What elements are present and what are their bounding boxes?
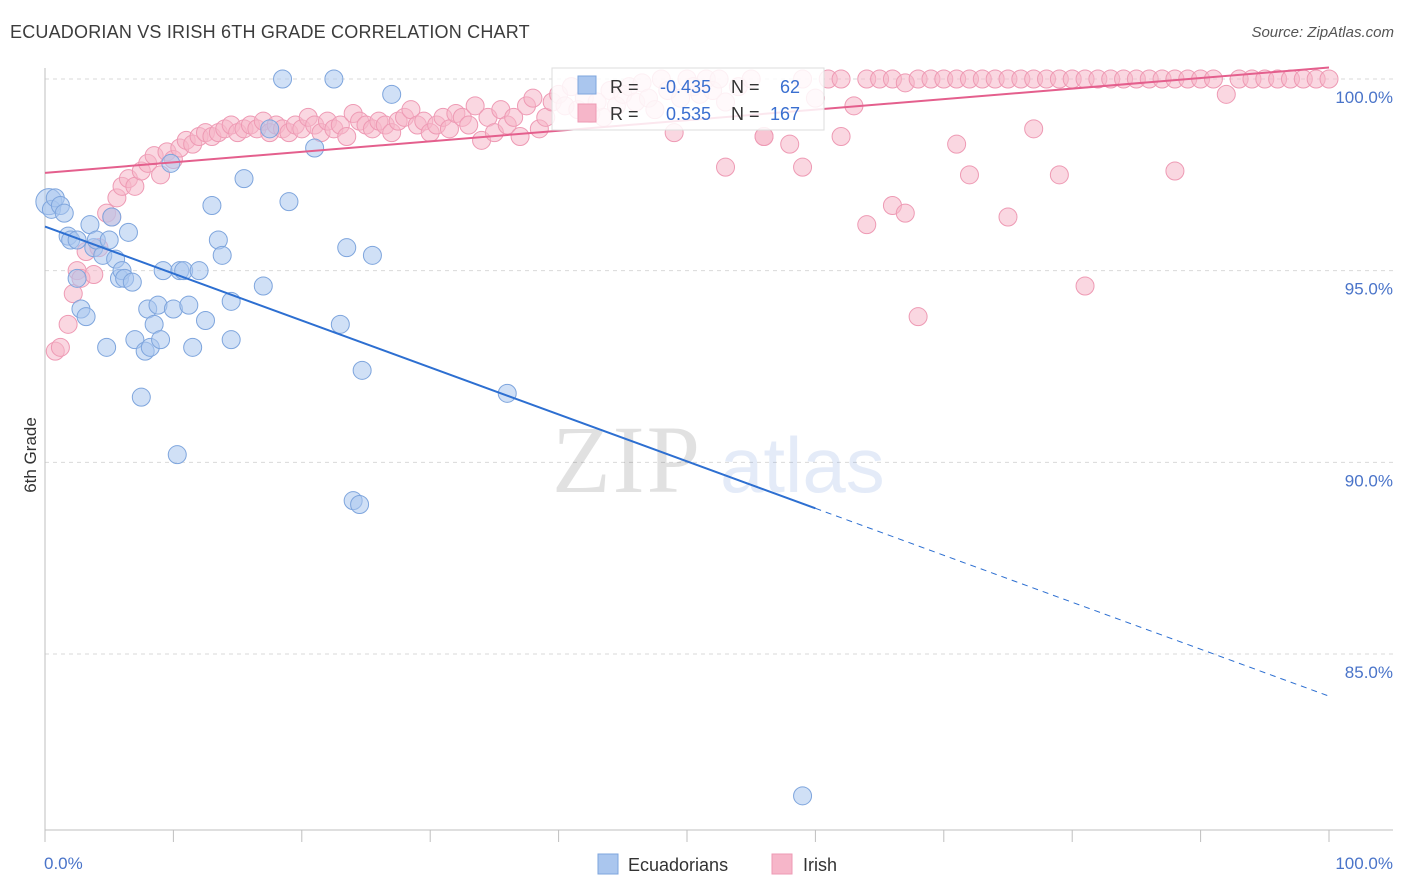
legend-label-irish: Irish [803, 855, 837, 875]
irish-point [780, 134, 800, 154]
ecuadorian-points [35, 69, 813, 806]
ecuadorian-point [99, 230, 119, 250]
irish-point [510, 126, 530, 146]
ecuadorian-point [131, 387, 151, 407]
chart-title: ECUADORIAN VS IRISH 6TH GRADE CORRELATIO… [10, 22, 530, 42]
irish-point [337, 126, 357, 146]
x-tick-label-min: 0.0% [44, 854, 83, 873]
ecuadorian-point [382, 84, 402, 104]
ecuadorian-trend-extension [815, 507, 1330, 697]
y-tick-label: 95.0% [1345, 280, 1393, 299]
irish-point [50, 337, 70, 357]
irish-point [895, 203, 915, 223]
watermark: ZIP atlas [552, 406, 885, 513]
ecuadorian-point [189, 261, 209, 281]
y-axis-title: 6th Grade [21, 417, 40, 493]
ecuadorian-point [212, 245, 232, 265]
ecuadorian-point [196, 310, 215, 330]
stats-box: R = -0.435 N = 62 R = 0.535 N = 167 [551, 67, 825, 131]
irish-point [1024, 119, 1044, 139]
legend-swatch-irish [771, 853, 793, 875]
grid-lines [45, 78, 1393, 655]
ecuadorian-point [350, 494, 370, 514]
stats-n-value-ecuadorian: 62 [780, 77, 800, 97]
irish-point [1203, 69, 1223, 89]
irish-point [857, 215, 877, 235]
irish-point [523, 88, 543, 108]
irish-point [465, 96, 485, 116]
stats-r-value-irish: 0.535 [666, 104, 711, 124]
irish-point [1165, 161, 1185, 181]
ecuadorian-point [260, 119, 280, 139]
stats-r-label-ecuadorian: R = [610, 77, 639, 97]
stats-box-frame [551, 67, 825, 131]
watermark-zip: ZIP [552, 406, 702, 513]
irish-point [459, 115, 479, 135]
irish-point [831, 69, 851, 89]
ecuadorian-point [352, 360, 372, 380]
ecuadorian-point [167, 445, 187, 465]
y-tick-labels: 85.0% 90.0% 95.0% 100.0% [1335, 88, 1393, 682]
irish-point [504, 107, 524, 127]
ecuadorian-point [793, 786, 813, 806]
y-tick-label: 85.0% [1345, 663, 1393, 682]
stats-n-label-irish: N = [731, 104, 760, 124]
ecuadorian-point [183, 337, 203, 357]
x-ticks [44, 830, 1330, 842]
ecuadorian-point [67, 230, 87, 250]
stats-r-value-ecuadorian: -0.435 [660, 77, 711, 97]
irish-point [908, 307, 928, 327]
stats-swatch-blue [577, 75, 597, 95]
irish-point [831, 126, 851, 146]
ecuadorian-point [179, 295, 199, 315]
ecuadorian-point [54, 203, 74, 223]
irish-point [1319, 69, 1339, 89]
x-tick-label-max: 100.0% [1335, 854, 1393, 873]
stats-swatch-pink [577, 103, 597, 123]
legend: Ecuadorians Irish [597, 853, 837, 875]
ecuadorian-point [118, 222, 138, 242]
chart-source: Source: ZipAtlas.com [1251, 24, 1394, 41]
ecuadorian-point [337, 238, 357, 258]
ecuadorian-point [221, 330, 241, 350]
ecuadorian-point [234, 169, 254, 189]
y-tick-label: 90.0% [1345, 471, 1393, 490]
ecuadorian-point [253, 276, 273, 296]
ecuadorian-point [151, 330, 171, 350]
irish-point [84, 264, 104, 284]
ecuadorian-point [97, 337, 117, 357]
trend-lines [44, 66, 1330, 697]
irish-point [793, 157, 813, 177]
irish-point [998, 207, 1018, 227]
irish-point [716, 157, 736, 177]
irish-point [959, 165, 979, 185]
legend-label-ecuadorians: Ecuadorians [628, 855, 728, 875]
ecuadorian-point [279, 192, 299, 212]
ecuadorian-point [330, 314, 350, 334]
ecuadorian-trend-line [44, 225, 816, 510]
ecuadorian-point [305, 138, 325, 158]
ecuadorian-point [102, 207, 122, 227]
irish-point [1216, 84, 1236, 104]
ecuadorian-point [122, 272, 142, 292]
ecuadorian-point [67, 268, 87, 288]
irish-point [947, 134, 967, 154]
irish-point [1049, 165, 1069, 185]
watermark-atlas: atlas [720, 421, 885, 509]
legend-swatch-ecuadorians [597, 853, 619, 875]
ecuadorian-point [202, 195, 222, 215]
stats-r-label-irish: R = [610, 104, 639, 124]
ecuadorian-point [324, 69, 344, 89]
irish-point [58, 314, 78, 334]
stats-n-value-irish: 167 [770, 104, 800, 124]
irish-point [1075, 276, 1095, 296]
ecuadorian-point [362, 245, 382, 265]
y-tick-label: 100.0% [1335, 88, 1393, 107]
ecuadorian-point [273, 69, 293, 89]
ecuadorian-point [76, 307, 96, 327]
stats-n-label-ecuadorian: N = [731, 77, 760, 97]
